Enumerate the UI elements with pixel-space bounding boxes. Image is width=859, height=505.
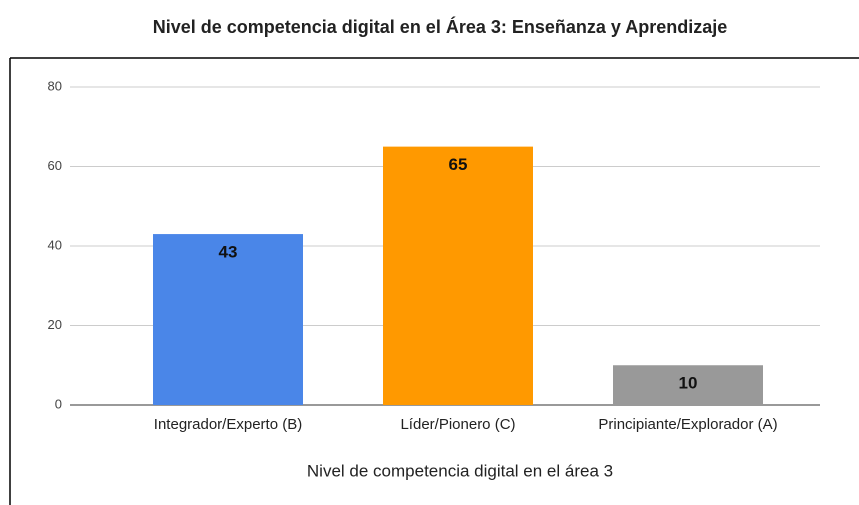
bar — [383, 146, 533, 405]
y-tick-label: 60 — [48, 158, 62, 173]
y-tick-label: 0 — [55, 396, 62, 411]
chart-title: Nivel de competencia digital en el Área … — [153, 16, 728, 37]
data-label: 43 — [219, 243, 238, 262]
data-label: 65 — [449, 155, 468, 174]
x-tick-label: Líder/Pionero (C) — [400, 416, 515, 433]
y-tick-label: 80 — [48, 78, 62, 93]
bar — [153, 234, 303, 405]
x-tick-label: Integrador/Experto (B) — [154, 416, 302, 433]
y-tick-label: 20 — [48, 317, 62, 332]
data-label: 10 — [679, 374, 698, 393]
x-tick-label: Principiante/Explorador (A) — [598, 416, 777, 433]
bar — [613, 365, 763, 405]
y-tick-label: 40 — [48, 237, 62, 252]
x-axis-title: Nivel de competencia digital en el área … — [307, 461, 613, 480]
